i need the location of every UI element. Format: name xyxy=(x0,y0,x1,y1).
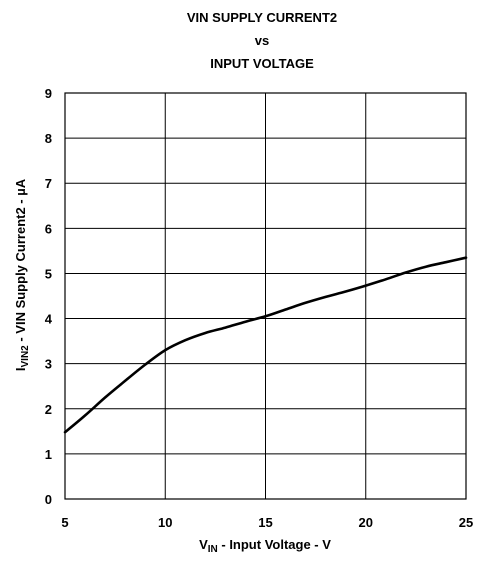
series-line xyxy=(63,256,468,434)
y-axis-label-rest: - VIN Supply Current2 - µA xyxy=(13,178,28,345)
y-axis-label-subscript: VIN2 xyxy=(20,345,31,368)
y-axis-label: IVIN2 - VIN Supply Current2 - µA xyxy=(13,178,31,371)
x-axis-label-rest: - Input Voltage - V xyxy=(218,537,331,552)
grid xyxy=(64,92,467,500)
x-tick-label: 5 xyxy=(61,515,68,530)
y-tick-label: 5 xyxy=(45,266,52,281)
y-tick-label: 3 xyxy=(45,357,52,372)
chart-title-line-2: vs xyxy=(255,33,269,48)
x-tick-label: 10 xyxy=(158,515,172,530)
x-tick-label: 20 xyxy=(359,515,373,530)
x-tick-label: 25 xyxy=(459,515,473,530)
chart-title-line-1: VIN SUPPLY CURRENT2 xyxy=(187,10,337,25)
y-tick-label: 8 xyxy=(45,131,52,146)
y-axis-label-main: I xyxy=(13,368,28,372)
x-axis-label: VIN - Input Voltage - V xyxy=(199,537,331,555)
y-tick-label: 2 xyxy=(45,402,52,417)
y-tick-label: 1 xyxy=(45,447,52,462)
x-axis-label-main: V xyxy=(199,537,208,552)
plot-frame xyxy=(64,92,467,500)
x-tick-label: 15 xyxy=(258,515,272,530)
y-tick-label: 7 xyxy=(45,176,52,191)
y-tick-label: 0 xyxy=(45,492,52,507)
x-axis-label-subscript: IN xyxy=(208,544,218,555)
chart-title: VIN SUPPLY CURRENT2 vs INPUT VOLTAGE xyxy=(187,10,337,71)
y-tick-label: 4 xyxy=(45,312,53,327)
tick-labels: 5 10 15 20 25 0 1 2 3 4 5 6 7 8 9 xyxy=(45,86,473,530)
chart-title-line-3: INPUT VOLTAGE xyxy=(210,56,314,71)
y-tick-label: 9 xyxy=(45,86,52,101)
y-tick-label: 6 xyxy=(45,221,52,236)
